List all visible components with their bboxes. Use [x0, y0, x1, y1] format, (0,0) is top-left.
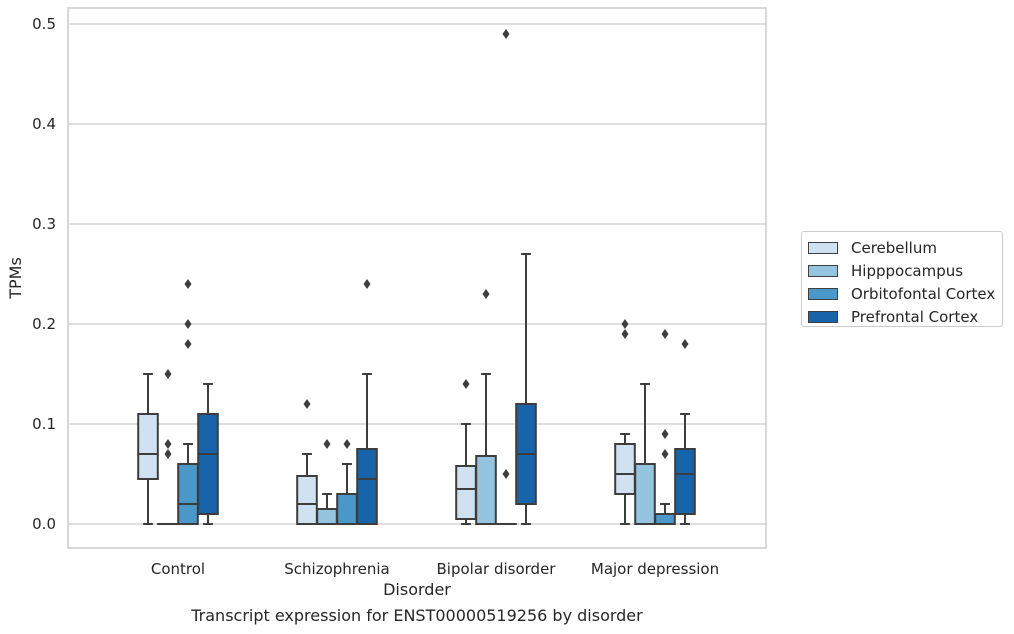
- outlier-point: [164, 439, 172, 449]
- box-body: [336, 493, 358, 525]
- outlier-point: [363, 279, 371, 289]
- box-body: [177, 463, 199, 525]
- boxes: [137, 29, 696, 526]
- x-axis-label: Disorder: [383, 580, 451, 599]
- legend: Cerebellum Hipppocampus Orbitofontal Corte…: [801, 231, 1003, 327]
- box-orbitofontal-cortex: [177, 279, 199, 525]
- box-body: [316, 508, 338, 525]
- outlier-point: [661, 449, 669, 459]
- legend-item: Hipppocampus: [808, 259, 1002, 282]
- legend-swatch: [808, 287, 838, 300]
- box-orbitofontal-cortex: [654, 329, 676, 525]
- y-tick-label: 0.2: [32, 315, 56, 333]
- box-hipppocampus: [316, 439, 338, 525]
- box-hipppocampus: [475, 289, 497, 525]
- outlier-point: [661, 429, 669, 439]
- outlier-point: [164, 449, 172, 459]
- box-cerebellum: [455, 379, 477, 525]
- grid-lines: [68, 23, 766, 525]
- box-orbitofontal-cortex: [336, 439, 358, 525]
- legend-label: Cerebellum: [851, 238, 937, 257]
- legend-swatch: [808, 241, 838, 254]
- box-hipppocampus: [157, 369, 179, 526]
- box-orbitofontal-cortex: [495, 29, 517, 526]
- box-cerebellum: [137, 373, 159, 525]
- outlier-point: [482, 289, 490, 299]
- legend-label: Hipppocampus: [851, 261, 964, 280]
- x-tick-label: Schizophrenia: [284, 560, 389, 578]
- legend-item: Orbitofontal Cortex: [808, 282, 1002, 305]
- outlier-point: [462, 379, 470, 389]
- box-prefrontal-cortex: [356, 279, 378, 525]
- box-body: [455, 465, 477, 520]
- outlier-point: [303, 399, 311, 409]
- y-tick-label: 0.3: [32, 215, 56, 233]
- box-body: [197, 413, 219, 515]
- legend-item: Cerebellum: [808, 236, 1002, 259]
- plot-area-frame: [67, 7, 767, 549]
- outlier-point: [621, 329, 629, 339]
- outlier-point: [343, 439, 351, 449]
- box-body: [296, 475, 318, 525]
- box-prefrontal-cortex: [515, 253, 537, 525]
- outlier-point: [184, 279, 192, 289]
- y-tick-label: 0.4: [32, 115, 56, 133]
- x-tick-label: Control: [151, 560, 205, 578]
- legend-item: Prefrontal Cortex: [808, 305, 1002, 328]
- outlier-point: [184, 339, 192, 349]
- x-tick-label: Major depression: [591, 560, 719, 578]
- box-body: [475, 455, 497, 525]
- box-body: [654, 513, 676, 525]
- outlier-point: [323, 439, 331, 449]
- box-body: [674, 448, 696, 515]
- y-tick-label: 0.5: [32, 15, 56, 33]
- legend-label: Orbitofontal Cortex: [851, 284, 996, 303]
- legend-label: Prefrontal Cortex: [851, 307, 979, 326]
- y-tick-label: 0.1: [32, 415, 56, 433]
- box-cerebellum: [614, 319, 636, 525]
- box-prefrontal-cortex: [197, 383, 219, 525]
- legend-swatch: [808, 310, 838, 323]
- box-hipppocampus: [634, 383, 656, 525]
- y-axis-label: TPMs: [6, 257, 25, 300]
- outlier-point: [502, 29, 510, 39]
- chart-caption: Transcript expression for ENST0000051925…: [191, 606, 643, 625]
- outlier-point: [164, 369, 172, 379]
- x-tick-labels: Control Schizophrenia Bipolar disorder Majo…: [151, 560, 719, 578]
- box-body: [137, 413, 159, 480]
- box-cerebellum: [296, 399, 318, 525]
- y-tick-label: 0.0: [32, 515, 56, 533]
- outlier-point: [502, 469, 510, 479]
- box-body: [356, 448, 378, 525]
- y-tick-labels: 0.0 0.1 0.2 0.3 0.4 0.5: [32, 15, 56, 533]
- box-body: [634, 463, 656, 525]
- x-tick-label: Bipolar disorder: [437, 560, 557, 578]
- outlier-point: [681, 339, 689, 349]
- outlier-point: [621, 319, 629, 329]
- outlier-point: [184, 319, 192, 329]
- legend-swatch: [808, 264, 838, 277]
- box-prefrontal-cortex: [674, 339, 696, 525]
- box-body: [614, 443, 636, 495]
- outlier-point: [661, 329, 669, 339]
